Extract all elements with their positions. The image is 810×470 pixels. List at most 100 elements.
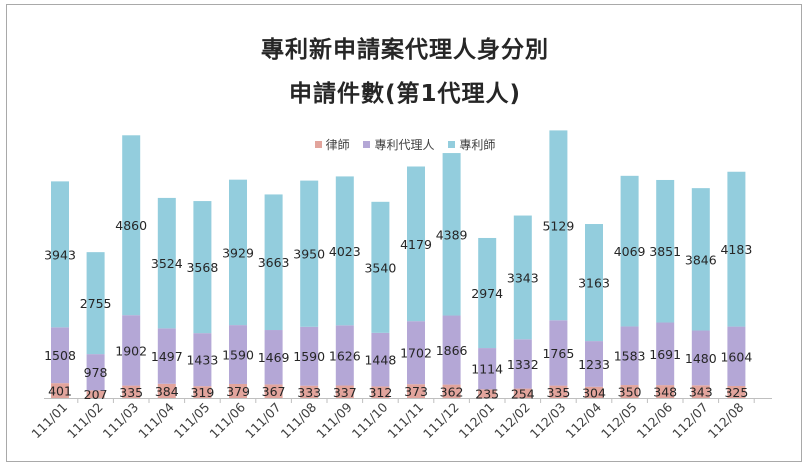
- data-label-patent-attorney: 3663: [258, 255, 290, 270]
- data-label-patent-attorney: 4860: [115, 218, 147, 233]
- data-label-lawyer: 254: [511, 386, 535, 401]
- data-label-patent-agent: 1583: [614, 349, 646, 364]
- x-tick-label: 112/02: [491, 400, 533, 442]
- bar-patent-agent: [122, 315, 141, 386]
- data-label-patent-attorney: 4389: [436, 227, 468, 242]
- bar-patent-agent: [478, 348, 497, 390]
- data-label-lawyer: 335: [546, 385, 570, 400]
- data-label-lawyer: 401: [48, 384, 72, 399]
- bar-lawyer: [300, 385, 319, 398]
- x-tick-label: 111/05: [171, 400, 213, 442]
- bar-patent-attorney: [727, 171, 746, 327]
- data-label-lawyer: 384: [155, 384, 179, 399]
- x-tick-label: 111/03: [100, 400, 142, 442]
- data-label-lawyer: 312: [368, 385, 392, 400]
- bar-patent-agent: [300, 326, 319, 386]
- bar-patent-agent: [86, 354, 105, 391]
- bar-lawyer: [442, 384, 461, 398]
- bar-patent-agent: [371, 332, 390, 387]
- chart-title: 專利新申請案代理人身分別: [261, 37, 549, 63]
- data-label-lawyer: 337: [333, 385, 357, 400]
- data-label-patent-agent: 1508: [44, 348, 76, 363]
- x-tick-label: 112/04: [562, 399, 604, 441]
- data-label-patent-agent: 1866: [436, 343, 468, 358]
- data-label-patent-agent: 1626: [329, 348, 361, 363]
- bar-patent-attorney: [478, 237, 497, 349]
- bar-patent-attorney: [229, 179, 247, 326]
- bar-patent-agent: [585, 341, 603, 387]
- data-label-lawyer: 367: [262, 384, 286, 399]
- bar-lawyer: [51, 383, 69, 398]
- bar-patent-attorney: [335, 176, 354, 326]
- bar-lawyer: [335, 385, 354, 398]
- bar-patent-attorney: [264, 194, 283, 331]
- data-label-patent-agent: 978: [84, 365, 108, 380]
- bar-patent-attorney: [585, 224, 603, 342]
- bar-patent-agent: [193, 333, 212, 387]
- bar-patent-agent: [620, 326, 639, 386]
- data-label-patent-agent: 1691: [649, 347, 681, 362]
- x-tick-label: 111/09: [313, 399, 355, 441]
- bar-lawyer: [371, 386, 390, 398]
- legend-item-patent-attorney: 專利師: [448, 136, 495, 153]
- bar-lawyer: [549, 385, 568, 398]
- data-label-patent-attorney: 4069: [614, 244, 646, 259]
- data-label-patent-agent: 1332: [507, 357, 539, 372]
- bar-lawyer: [122, 385, 141, 398]
- data-label-patent-attorney: 3929: [222, 245, 254, 260]
- data-label-lawyer: 207: [84, 387, 108, 402]
- data-label-patent-agent: 1448: [364, 353, 396, 368]
- data-label-patent-attorney: 4179: [400, 237, 432, 252]
- legend-label-patent-agent: 專利代理人: [374, 138, 435, 152]
- x-tick-label: 112/07: [669, 400, 711, 442]
- legend-swatch-lawyer: [314, 141, 322, 148]
- data-label-lawyer: 235: [475, 387, 499, 402]
- bar-patent-attorney: [193, 201, 212, 334]
- x-tick-label: 111/06: [206, 399, 248, 441]
- bar-lawyer: [727, 385, 746, 398]
- data-label-patent-agent: 1469: [258, 350, 290, 365]
- legend-swatch-patent-attorney: [448, 141, 456, 148]
- bar-lawyer: [407, 384, 425, 398]
- bar-patent-agent: [442, 315, 461, 385]
- bar-lawyer: [585, 386, 603, 398]
- data-label-patent-attorney: 3540: [364, 260, 396, 275]
- bar-patent-agent: [513, 339, 532, 389]
- data-label-lawyer: 348: [653, 385, 677, 400]
- bar-patent-attorney: [620, 175, 639, 327]
- data-label-patent-attorney: 3163: [578, 276, 610, 291]
- legend-label-lawyer: 律師: [325, 138, 350, 152]
- data-label-patent-attorney: 3846: [685, 252, 717, 267]
- data-label-lawyer: 350: [618, 385, 642, 400]
- x-tick-label: 111/10: [349, 399, 391, 441]
- bar-patent-attorney: [549, 130, 568, 321]
- data-label-lawyer: 325: [724, 385, 748, 400]
- bar-patent-attorney: [86, 252, 105, 355]
- x-tick-label: 111/02: [64, 400, 106, 442]
- bar-patent-attorney: [122, 135, 141, 316]
- data-label-patent-attorney: 2755: [80, 296, 112, 311]
- legend-item-patent-agent: 專利代理人: [363, 136, 435, 153]
- data-label-lawyer: 362: [440, 384, 464, 399]
- data-label-patent-attorney: 3851: [649, 244, 681, 259]
- data-label-patent-agent: 1590: [222, 348, 254, 363]
- bar-lawyer: [193, 386, 212, 398]
- bar-patent-agent: [51, 327, 69, 384]
- bar-patent-attorney: [300, 180, 319, 327]
- bar-patent-agent: [727, 326, 746, 386]
- data-label-patent-agent: 1590: [293, 349, 325, 364]
- chart-subtitle: 申請件數(第1代理人): [288, 81, 522, 107]
- data-label-patent-agent: 1433: [186, 353, 218, 368]
- bar-lawyer: [691, 385, 710, 398]
- data-label-patent-attorney: 2974: [471, 286, 503, 301]
- bar-lawyer: [157, 383, 176, 398]
- data-label-patent-attorney: 3568: [186, 260, 218, 275]
- data-label-patent-attorney: 3943: [44, 247, 76, 262]
- bar-lawyer: [620, 385, 639, 398]
- bar-patent-agent: [407, 321, 425, 385]
- x-tick-label: 111/12: [420, 400, 462, 442]
- data-label-lawyer: 343: [689, 385, 713, 400]
- x-tick-label: 112/03: [527, 400, 569, 442]
- data-label-patent-agent: 1233: [578, 357, 610, 372]
